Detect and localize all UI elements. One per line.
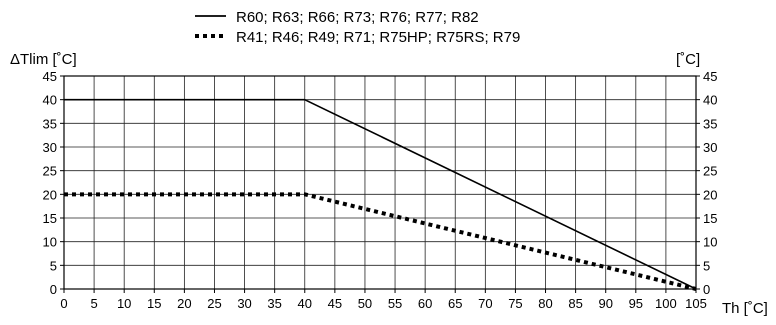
y-tick-label-right: 20 [703, 187, 717, 202]
x-tick-label: 15 [147, 296, 161, 311]
plot-frame [63, 75, 697, 290]
y-tick-label-right: 15 [703, 211, 717, 226]
x-tick-label: 35 [267, 296, 281, 311]
x-tick-label: 60 [418, 296, 432, 311]
x-tick-label: 10 [117, 296, 131, 311]
x-tick-label: 85 [568, 296, 582, 311]
y-tick-label-right: 35 [703, 116, 717, 131]
y-axis-label-left: ΔTlim [˚C] [10, 51, 77, 68]
x-tick-label: 55 [388, 296, 402, 311]
y-tick-label-left: 20 [43, 187, 57, 202]
x-tick-label: 75 [508, 296, 522, 311]
y-tick-label-right: 25 [703, 164, 717, 179]
x-tick-label: 0 [60, 296, 67, 311]
grid-lines [64, 76, 696, 289]
y-tick-label-left: 15 [43, 211, 57, 226]
legend-label-1: R60; R63; R66; R73; R76; R77; R82 [236, 9, 479, 26]
x-tick-label: 105 [685, 296, 707, 311]
x-tick-label: 80 [538, 296, 552, 311]
x-tick-label: 65 [448, 296, 462, 311]
y-tick-labels-right: 0 5 10 15 20 25 30 35 40 45 [703, 69, 717, 297]
series-layer [64, 98, 697, 291]
series-line-1 [64, 98, 697, 290]
y-tick-label-left: 40 [43, 93, 57, 108]
y-tick-label-left: 35 [43, 116, 57, 131]
y-tick-label-right: 30 [703, 140, 717, 155]
x-tick-label: 25 [207, 296, 221, 311]
y-tick-label-right: 45 [703, 69, 717, 84]
legend-label-2: R41; R46; R49; R71; R75HP; R75RS; R79 [236, 29, 520, 46]
x-tick-labels: 0 5 10 15 20 25 30 35 40 45 50 55 60 65 70 75 80 85 90 95 10… [60, 296, 706, 311]
x-tick-label: 30 [237, 296, 251, 311]
y-tick-label-left: 5 [50, 258, 57, 273]
x-tick-label: 20 [177, 296, 191, 311]
y-tick-labels-left: 0 5 10 15 20 25 30 35 40 45 [43, 69, 57, 297]
y-tick-label-left: 45 [43, 69, 57, 84]
series-line-2 [64, 192, 697, 291]
x-axis-label: Th [˚C] [722, 300, 768, 317]
x-tick-label: 40 [298, 296, 312, 311]
y-tick-label-left: 30 [43, 140, 57, 155]
y-tick-label-right: 0 [703, 282, 710, 297]
x-tick-label: 95 [629, 296, 643, 311]
y-tick-label-right: 5 [703, 258, 710, 273]
y-tick-label-left: 25 [43, 164, 57, 179]
x-tick-label: 5 [90, 296, 97, 311]
tick-marks [60, 75, 700, 293]
y-axis-label-right: [˚C] [676, 51, 700, 68]
y-tick-label-right: 40 [703, 93, 717, 108]
x-tick-label: 45 [328, 296, 342, 311]
x-tick-label: 90 [598, 296, 612, 311]
x-tick-label: 50 [358, 296, 372, 311]
y-tick-label-right: 10 [703, 235, 717, 250]
y-tick-label-left: 10 [43, 235, 57, 250]
y-tick-label-left: 0 [50, 282, 57, 297]
x-tick-label: 100 [655, 296, 677, 311]
x-tick-label: 70 [478, 296, 492, 311]
legend: R60; R63; R66; R73; R76; R77; R82 R41; R4… [195, 9, 520, 46]
